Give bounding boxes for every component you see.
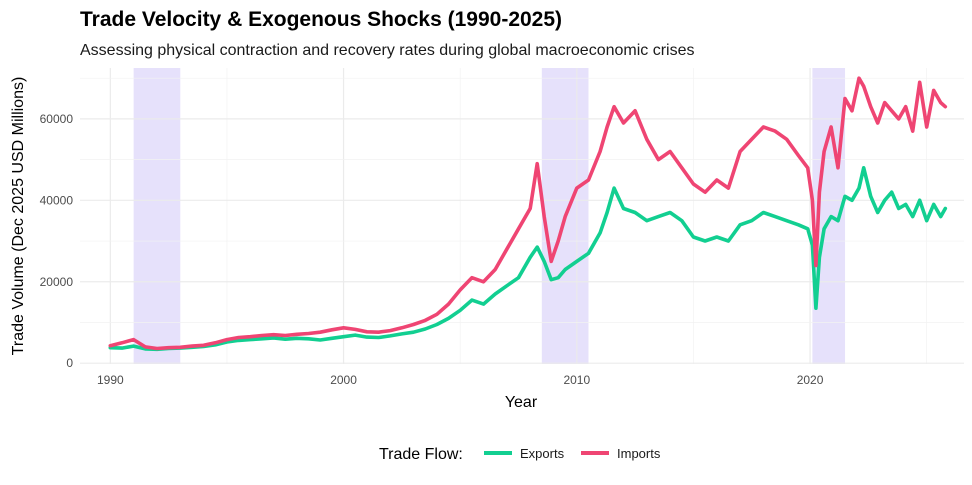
y-tick-label: 40000 xyxy=(40,193,74,207)
legend-title: Trade Flow: xyxy=(379,446,463,463)
y-axis-ticks: 0 20000 40000 60000 xyxy=(40,112,74,370)
chart-subtitle: Assessing physical contraction and recov… xyxy=(80,42,695,59)
shaded-periods xyxy=(133,68,846,364)
y-tick-label: 20000 xyxy=(40,275,74,289)
x-tick-label: 2010 xyxy=(563,373,590,387)
x-tick-label: 2020 xyxy=(797,373,824,387)
y-tick-label: 60000 xyxy=(40,112,74,126)
x-tick-label: 1990 xyxy=(97,373,124,387)
x-axis-ticks: 1990 2000 2010 2020 xyxy=(97,373,824,387)
series-lines xyxy=(108,76,948,352)
y-axis-title: Trade Volume (Dec 2025 USD Millions) xyxy=(10,77,27,356)
legend-label-imports: Imports xyxy=(617,446,661,461)
series-line-imports xyxy=(108,76,948,351)
shaded-period-1 xyxy=(133,68,181,364)
series-line-exports xyxy=(108,166,948,352)
x-tick-label: 2000 xyxy=(330,373,357,387)
grid-lines xyxy=(80,68,964,364)
plot-area xyxy=(80,68,964,364)
chart-title: Trade Velocity & Exogenous Shocks (1990-… xyxy=(80,8,562,31)
legend: Trade Flow: Exports Imports xyxy=(379,446,661,463)
legend-label-exports: Exports xyxy=(520,446,565,461)
x-axis-title: Year xyxy=(505,394,538,411)
y-tick-label: 0 xyxy=(66,356,73,370)
